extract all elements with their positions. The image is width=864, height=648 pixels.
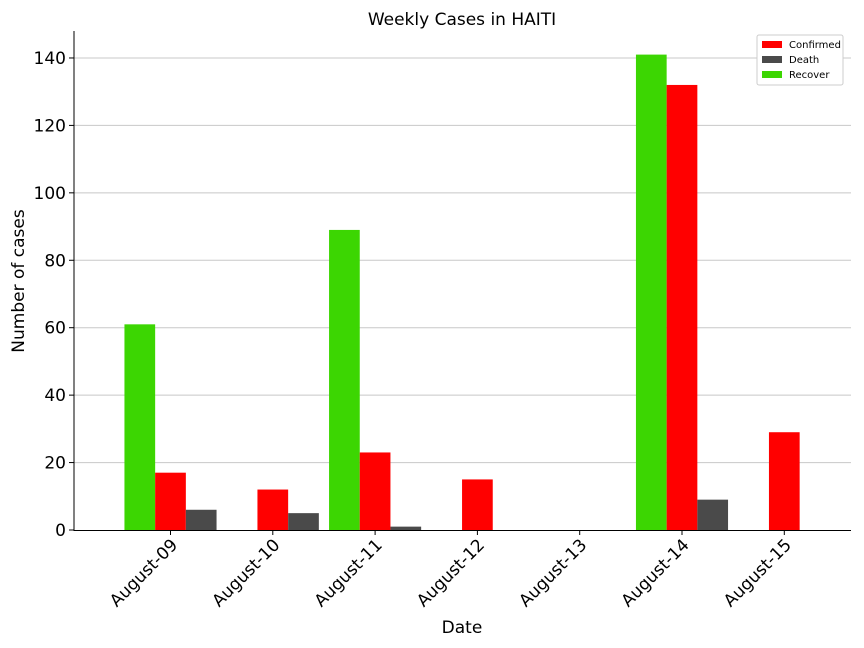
y-tick-label: 100 — [34, 184, 66, 204]
bar-death-august-14 — [697, 499, 729, 530]
y-tick-label: 140 — [34, 49, 66, 69]
y-tick-label: 60 — [44, 319, 66, 339]
bar-confirmed-august-10 — [257, 489, 289, 530]
x-tick-label: August-09 — [106, 535, 182, 611]
legend: Confirmed Death Recover — [756, 34, 844, 86]
bar-confirmed-august-14 — [666, 84, 698, 530]
y-ticks: 0 20 40 60 80 100 120 140 — [34, 49, 74, 541]
y-axis-label: Number of cases — [9, 209, 29, 353]
x-ticks: August-09 August-10 August-11 August-12 Augu… — [106, 530, 796, 611]
chart-title: Weekly Cases in HAITI — [368, 10, 556, 30]
bar-recover-august-09 — [124, 324, 156, 530]
bar-recover-august-14 — [635, 54, 667, 531]
legend-label-confirmed: Confirmed — [789, 40, 841, 51]
y-tick-label: 120 — [34, 116, 66, 136]
y-tick-label: 80 — [44, 251, 66, 271]
bar-confirmed-august-12 — [462, 479, 493, 530]
x-tick-label: August-15 — [720, 535, 796, 611]
x-tick-label: August-12 — [413, 535, 489, 611]
bar-death-august-10 — [288, 513, 319, 530]
y-tick-label: 0 — [55, 521, 66, 541]
legend-label-death: Death — [789, 55, 819, 66]
x-tick-label: August-14 — [618, 535, 694, 611]
legend-swatch-death — [762, 56, 782, 63]
bar-confirmed-august-09 — [155, 472, 186, 530]
bar-death-august-09 — [185, 509, 217, 530]
bars-group — [124, 54, 800, 531]
bar-death-august-11 — [390, 526, 422, 530]
grid-lines — [74, 57, 851, 464]
legend-swatch-recover — [762, 71, 782, 78]
bar-confirmed-august-15 — [768, 432, 800, 530]
bar-recover-august-11 — [329, 229, 360, 531]
x-tick-label: August-11 — [311, 535, 387, 611]
legend-label-recover: Recover — [789, 70, 830, 81]
x-axis-label: Date — [442, 618, 483, 638]
y-tick-label: 40 — [44, 386, 66, 406]
x-tick-label: August-10 — [208, 535, 284, 611]
y-tick-label: 20 — [44, 454, 66, 474]
x-tick-label: August-13 — [515, 535, 591, 611]
bar-confirmed-august-11 — [359, 452, 391, 530]
legend-swatch-confirmed — [762, 41, 782, 48]
